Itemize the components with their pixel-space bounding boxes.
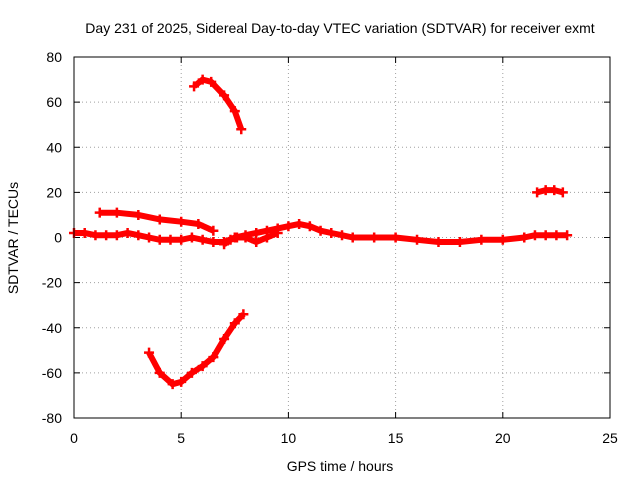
data-point — [532, 187, 543, 198]
data-point — [208, 237, 219, 248]
series-low-arc — [144, 309, 249, 390]
data-point — [122, 227, 133, 238]
y-tick-label: 0 — [54, 230, 62, 246]
x-tick-label: 20 — [495, 430, 511, 446]
y-tick-label: 20 — [46, 184, 62, 200]
data-point — [197, 74, 208, 85]
data-point — [326, 227, 337, 238]
data-point — [236, 124, 247, 135]
data-point — [294, 218, 305, 229]
data-point — [390, 232, 401, 243]
data-point — [176, 376, 187, 387]
data-series — [69, 74, 573, 390]
plot-frame — [73, 56, 611, 419]
series-main-trace — [69, 218, 573, 248]
data-point — [165, 234, 176, 245]
series-segment-7-9h — [219, 227, 283, 250]
data-point — [101, 230, 112, 241]
series-high-arc — [189, 74, 247, 135]
data-point — [540, 185, 551, 196]
data-point — [315, 225, 326, 236]
data-point — [189, 81, 200, 92]
chart-title: Day 231 of 2025, Sidereal Day-to-day VTE… — [85, 20, 594, 36]
data-point — [304, 221, 315, 232]
data-point — [206, 76, 217, 87]
y-tick-label: -40 — [42, 320, 62, 336]
data-point — [238, 309, 249, 320]
data-point — [261, 232, 272, 243]
x-tick-label: 15 — [388, 430, 404, 446]
y-tick-label: -80 — [42, 410, 62, 426]
data-point — [193, 218, 204, 229]
data-point — [79, 227, 90, 238]
series-trace — [192, 76, 245, 131]
data-point — [347, 232, 358, 243]
data-point — [197, 361, 208, 372]
data-point — [219, 239, 230, 250]
data-point — [551, 230, 562, 241]
data-point — [337, 230, 347, 241]
x-axis-label: GPS time / hours — [287, 458, 394, 474]
data-point — [186, 232, 197, 243]
data-point — [519, 232, 530, 243]
data-point — [231, 232, 242, 243]
data-point — [144, 347, 155, 358]
x-tick-labels: 0 5 10 15 20 25 — [70, 430, 618, 446]
data-point — [90, 230, 101, 241]
data-point — [154, 234, 165, 245]
data-point — [229, 318, 240, 329]
series-late-arc — [532, 185, 568, 198]
y-tick-label: 40 — [46, 139, 62, 155]
data-point — [219, 334, 230, 345]
y-tick-label: -20 — [42, 275, 62, 291]
data-point — [167, 379, 178, 390]
data-point — [154, 214, 165, 225]
data-point — [497, 234, 508, 245]
data-point — [111, 230, 122, 241]
data-point — [94, 207, 105, 218]
data-point — [251, 227, 262, 238]
y-tick-label: -60 — [42, 365, 62, 381]
data-point — [433, 237, 444, 248]
data-point — [283, 221, 294, 232]
data-point — [476, 234, 487, 245]
data-point — [229, 106, 240, 117]
y-tick-label: 80 — [46, 49, 62, 65]
x-tick-label: 0 — [70, 430, 78, 446]
data-point — [111, 207, 122, 218]
data-point — [176, 216, 187, 227]
data-point — [562, 230, 573, 241]
data-point — [208, 352, 219, 363]
data-point — [240, 232, 251, 243]
data-point — [176, 234, 187, 245]
data-point — [540, 230, 551, 241]
data-point — [208, 225, 219, 236]
data-point — [133, 209, 144, 220]
y-tick-label: 60 — [46, 94, 62, 110]
data-point — [272, 227, 283, 238]
x-tick-label: 25 — [602, 430, 618, 446]
data-point — [369, 232, 380, 243]
data-point — [251, 237, 262, 248]
series-trace — [146, 312, 246, 388]
data-point — [225, 234, 236, 245]
data-point — [549, 185, 560, 196]
y-axis-label: SDTVAR / TECUs — [5, 182, 21, 294]
x-tick-label: 5 — [177, 430, 185, 446]
data-point — [197, 234, 208, 245]
data-point — [412, 234, 423, 245]
data-point — [454, 237, 465, 248]
y-tick-labels: -80 -60 -40 -20 0 20 40 60 80 — [42, 49, 62, 426]
data-point — [219, 90, 230, 101]
x-tick-label: 10 — [281, 430, 297, 446]
data-point — [529, 230, 540, 241]
data-point — [144, 232, 155, 243]
data-point — [133, 230, 144, 241]
data-point — [154, 367, 165, 378]
data-point — [557, 187, 568, 198]
data-point — [186, 367, 197, 378]
series-upper-arc-left — [94, 207, 219, 236]
